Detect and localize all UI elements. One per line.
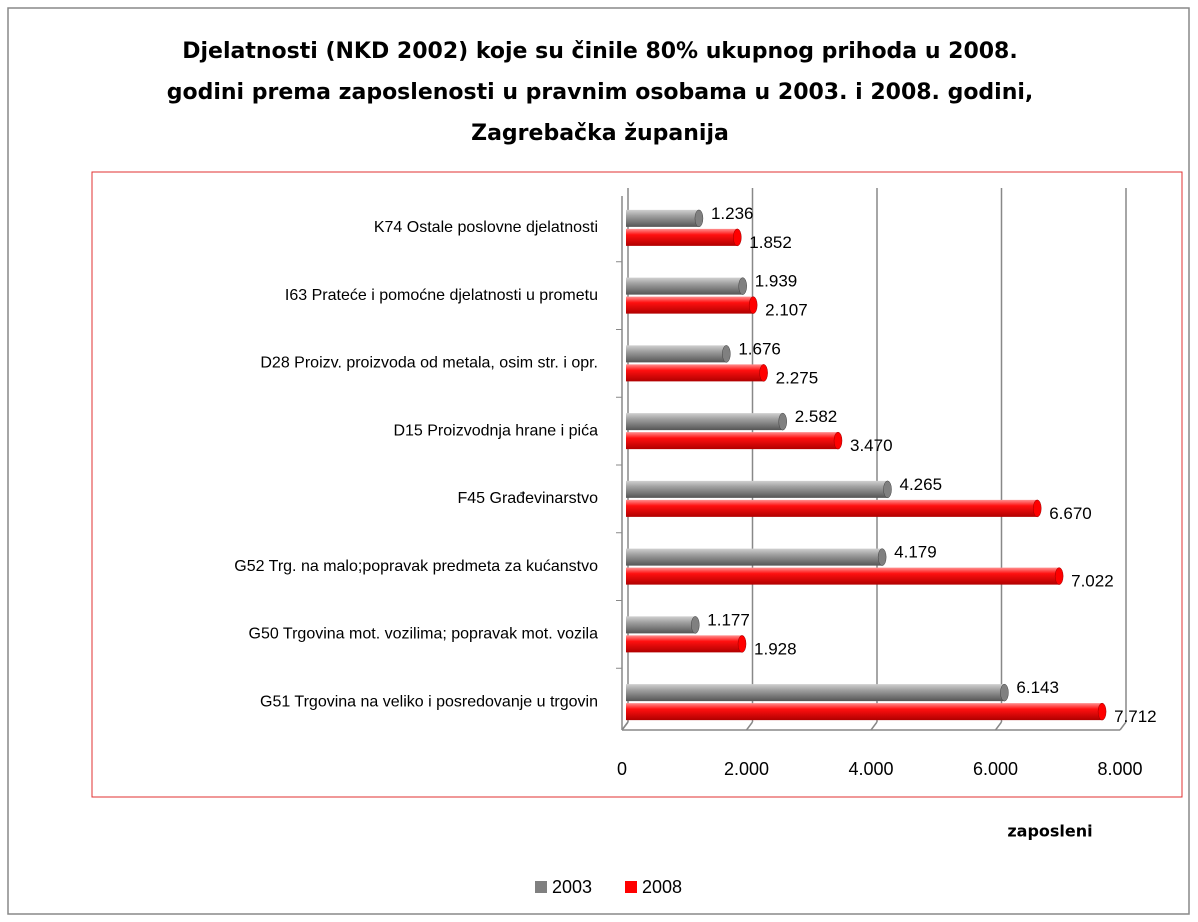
y-tick-label: D28 Proizv. proizvoda od metala, osim st… — [260, 355, 598, 372]
x-tick-label: 6.000 — [973, 759, 1018, 779]
bar — [626, 296, 754, 314]
chart-title: Zagrebačka županija — [471, 121, 729, 146]
bar — [626, 480, 888, 498]
bar — [626, 499, 1038, 517]
bar-cap — [1097, 702, 1107, 721]
legend-label: 2008 — [642, 877, 682, 897]
bar — [626, 364, 764, 382]
chart-title: Djelatnosti (NKD 2002) koje su činile 80… — [182, 39, 1017, 64]
bar-cap — [883, 480, 892, 499]
x-tick-label: 2.000 — [724, 759, 769, 779]
y-tick-label: G50 Trgovina mot. vozilima; popravak mot… — [249, 626, 599, 643]
x-tick-label: 8.000 — [1097, 759, 1142, 779]
data-label: 1.676 — [738, 339, 781, 358]
y-tick-label: G52 Trg. na malo;popravak predmeta za ku… — [234, 558, 598, 575]
bar-cap — [737, 635, 747, 653]
chart-title: godini prema zaposlenosti u pravnim osob… — [167, 80, 1034, 105]
y-tick-label: F45 Građevinarstvo — [457, 490, 598, 507]
data-label: 6.143 — [1016, 678, 1059, 697]
tick-mark — [994, 721, 1003, 731]
y-tick-label: I63 Prateće i pomoćne djelatnosti u prom… — [285, 287, 598, 304]
data-label: 7.712 — [1114, 707, 1157, 726]
bar-cap — [722, 345, 731, 363]
bar-cap — [738, 277, 747, 295]
bar — [626, 684, 1005, 702]
y-tick-label: D15 Proizvodnja hrane i pića — [393, 422, 598, 439]
data-label: 2.275 — [776, 368, 819, 387]
data-label: 2.107 — [765, 301, 808, 320]
bar — [626, 413, 783, 431]
bar — [626, 548, 883, 566]
tick-mark — [870, 721, 878, 731]
plot-frame — [91, 171, 1183, 798]
data-label: 1.939 — [755, 272, 798, 291]
data-label: 2.582 — [795, 407, 838, 426]
legend-swatch — [535, 881, 547, 893]
bar — [626, 345, 727, 363]
legend-swatch — [625, 881, 637, 893]
bar — [626, 703, 1103, 721]
data-label: 1.236 — [711, 204, 754, 223]
data-label: 1.177 — [707, 610, 750, 629]
bar — [626, 567, 1060, 585]
bar-cap — [733, 228, 742, 247]
bar — [626, 432, 839, 450]
y-tick-label: G51 Trgovina na veliko i posredovanje u … — [260, 693, 598, 710]
x-tick-label: 4.000 — [848, 759, 893, 779]
data-label: 4.265 — [899, 475, 942, 494]
bar-cap — [1000, 683, 1009, 702]
data-label: 1.852 — [749, 233, 792, 252]
bar-cap — [833, 431, 843, 450]
bar-cap — [778, 412, 787, 431]
bar — [626, 616, 696, 634]
bar — [626, 277, 743, 295]
bar-cap — [1032, 499, 1042, 518]
tick-mark — [745, 721, 754, 731]
bar-cap — [748, 296, 758, 314]
data-label: 4.179 — [894, 543, 937, 562]
bar — [626, 209, 699, 227]
bar-cap — [877, 548, 887, 566]
data-label: 6.670 — [1049, 504, 1092, 523]
data-label: 7.022 — [1071, 572, 1114, 591]
tick-mark — [621, 721, 629, 731]
bar-cap — [694, 209, 704, 228]
frame — [7, 7, 1190, 915]
tick-mark — [1119, 721, 1127, 731]
x-axis-label: zaposleni — [1007, 822, 1092, 841]
data-label: 3.470 — [850, 436, 893, 455]
x-tick-label: 0 — [617, 759, 627, 779]
bar-cap — [691, 616, 700, 634]
y-tick-label: K74 Ostale poslovne djelatnosti — [374, 219, 598, 236]
data-label: 1.928 — [754, 639, 797, 658]
bar-cap — [1054, 567, 1064, 585]
bar-cap — [759, 364, 768, 382]
legend-label: 2003 — [552, 877, 592, 897]
bar — [626, 635, 743, 653]
bar — [626, 228, 738, 246]
